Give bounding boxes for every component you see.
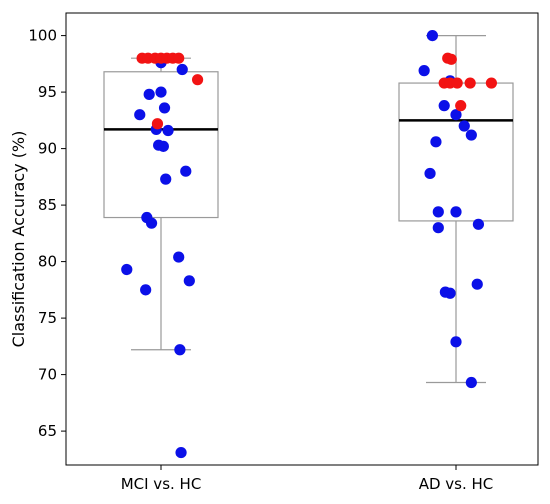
- blue-data-point: [140, 284, 152, 296]
- red-data-point: [151, 118, 164, 130]
- blue-data-point: [121, 263, 133, 276]
- axes-frame: [65, 12, 539, 466]
- blue-data-point: [173, 251, 185, 263]
- red-data-point: [445, 53, 457, 65]
- blue-data-point: [424, 167, 436, 180]
- blue-data-point: [465, 376, 477, 389]
- blue-data-point: [174, 344, 186, 356]
- y-tick-label: 95: [38, 83, 57, 101]
- blue-data-point: [143, 88, 155, 100]
- red-data-point: [485, 77, 497, 89]
- x-tick-label: AD vs. HC: [419, 475, 494, 493]
- red-data-point: [191, 74, 204, 86]
- blue-data-point: [450, 206, 462, 218]
- y-tick-label: 85: [38, 196, 57, 214]
- blue-data-point: [472, 218, 485, 230]
- y-tick-label: 75: [38, 309, 57, 327]
- blue-data-point: [432, 206, 444, 218]
- blue-data-point: [158, 102, 171, 114]
- y-tick-label: 65: [38, 422, 57, 440]
- box-mci-vs-hc: [103, 57, 219, 351]
- blue-data-point: [157, 140, 169, 152]
- y-axis-title: Classification Accuracy (%): [9, 131, 28, 348]
- blue-data-point: [183, 275, 195, 287]
- y-tick-label: 70: [38, 366, 57, 384]
- blue-data-point: [432, 222, 444, 234]
- blue-data-point: [418, 65, 430, 77]
- red-data-point: [451, 77, 463, 89]
- red-data-point: [464, 77, 476, 89]
- blue-data-point: [176, 63, 188, 76]
- x-axis: MCI vs. HC AD vs. HC: [121, 465, 494, 493]
- y-tick-label: 90: [38, 140, 57, 158]
- blue-data-point: [458, 120, 470, 132]
- blue-data-point: [160, 173, 172, 185]
- blue-data-point: [180, 165, 192, 177]
- red-data-point: [455, 100, 467, 112]
- blue-data-point: [134, 109, 146, 121]
- y-tick-label: 80: [38, 253, 57, 271]
- blue-data-point: [471, 278, 483, 290]
- blue-data-point: [155, 86, 167, 98]
- y-axis: 65 70 75 80 85 90 95 100: [28, 27, 66, 440]
- blue-data-point: [145, 217, 158, 229]
- blue-data-point: [444, 287, 456, 299]
- blue-data-point: [450, 109, 462, 121]
- blue-data-point: [162, 124, 174, 137]
- x-tick-label: MCI vs. HC: [121, 475, 202, 493]
- blue-data-point: [450, 336, 462, 348]
- blue-data-point: [430, 136, 442, 148]
- blue-data-point: [175, 446, 187, 459]
- plot-area: [65, 12, 539, 466]
- blue-data-point: [465, 129, 477, 141]
- iqr-box: [103, 71, 219, 219]
- blue-data-point: [438, 100, 450, 112]
- y-tick-label: 100: [28, 27, 57, 45]
- blue-data-point: [426, 29, 438, 42]
- points-layer: [121, 29, 497, 459]
- red-data-point: [173, 52, 185, 64]
